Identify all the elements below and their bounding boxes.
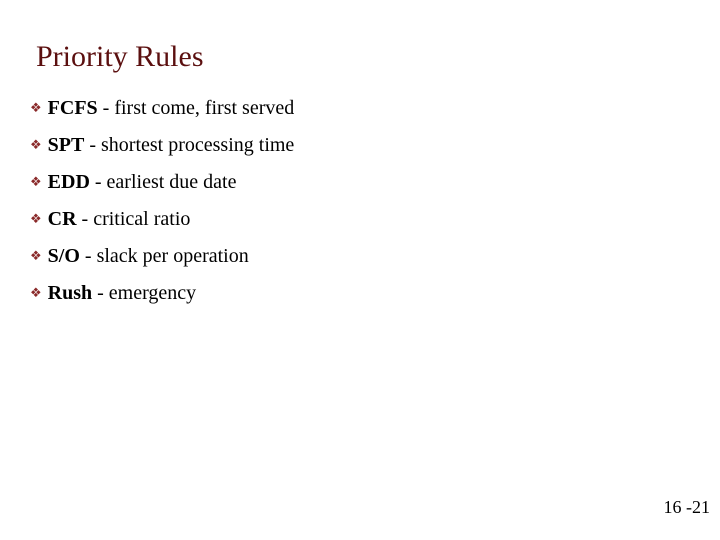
bullet-list: ❖ FCFS - first come, first served ❖ SPT - …: [30, 96, 690, 306]
bullet-icon: ❖: [30, 211, 42, 227]
list-item: ❖ SPT - shortest processing time: [30, 133, 690, 158]
bullet-desc: - critical ratio: [77, 208, 191, 230]
bullet-icon: ❖: [30, 248, 42, 264]
bullet-icon: ❖: [30, 285, 42, 301]
bullet-icon: ❖: [30, 174, 42, 190]
bullet-term: S/O: [48, 245, 80, 267]
list-item: ❖ FCFS - first come, first served: [30, 96, 690, 121]
bullet-desc: - earliest due date: [90, 171, 237, 193]
bullet-icon: ❖: [30, 137, 42, 153]
bullet-term: EDD: [48, 171, 90, 193]
bullet-desc: - first come, first served: [98, 97, 295, 119]
bullet-desc: - shortest processing time: [84, 134, 294, 156]
bullet-term: CR: [48, 208, 77, 230]
slide-title: Priority Rules: [36, 40, 690, 74]
bullet-term: FCFS: [48, 97, 98, 119]
slide: Priority Rules ❖ FCFS - first come, first…: [0, 0, 720, 540]
bullet-desc: - emergency: [92, 282, 196, 304]
bullet-term: SPT: [48, 134, 85, 156]
bullet-desc: - slack per operation: [80, 245, 249, 267]
list-item: ❖ Rush - emergency: [30, 281, 690, 306]
list-item: ❖ EDD - earliest due date: [30, 170, 690, 195]
bullet-term: Rush: [48, 282, 92, 304]
list-item: ❖ CR - critical ratio: [30, 207, 690, 232]
bullet-icon: ❖: [30, 100, 42, 116]
list-item: ❖ S/O - slack per operation: [30, 244, 690, 269]
page-number: 16 -21: [664, 497, 711, 518]
